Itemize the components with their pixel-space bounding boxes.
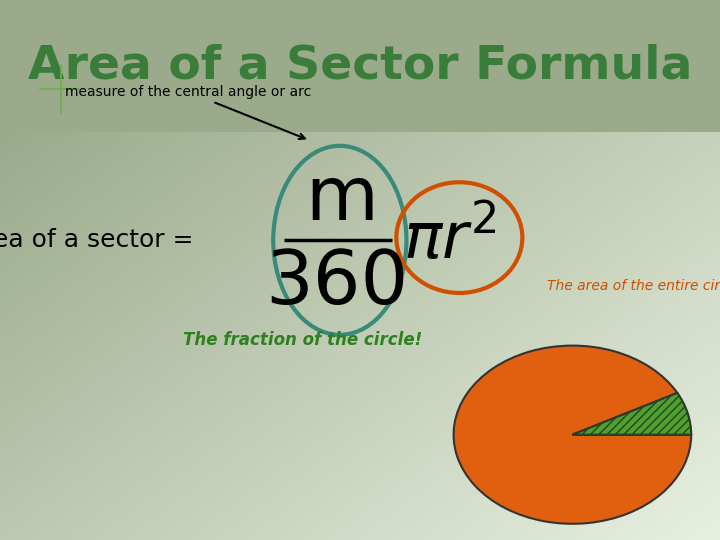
Text: Area of a Sector Formula: Area of a Sector Formula: [28, 44, 692, 89]
Wedge shape: [454, 346, 691, 524]
Text: measure of the central angle or arc: measure of the central angle or arc: [65, 85, 311, 139]
Text: $\pi r^2$: $\pi r^2$: [403, 209, 497, 272]
Bar: [0, 0, 720, 132]
Text: The area of the entire circle!: The area of the entire circle!: [547, 279, 720, 293]
Text: m: m: [305, 163, 379, 237]
Text: The fraction of the circle!: The fraction of the circle!: [183, 331, 422, 349]
Wedge shape: [572, 393, 691, 435]
Text: Area of a sector =: Area of a sector =: [0, 228, 202, 252]
Text: 360: 360: [266, 247, 408, 320]
